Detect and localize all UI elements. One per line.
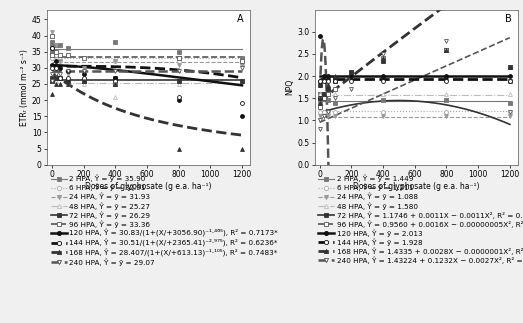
Legend: 2 HPA, Ŷ = ȳ = 35.90, 6 HPA, Ŷ = ȳ = 32.91, 24 HPA, Ŷ = ȳ = 31.93, 48 HPA, Ŷ = ȳ: 2 HPA, Ŷ = ȳ = 35.90, 6 HPA, Ŷ = ȳ = 32.…: [51, 175, 278, 266]
Y-axis label: NPQ: NPQ: [286, 79, 294, 95]
Text: A: A: [237, 14, 244, 24]
X-axis label: Doses of glyphosate (g e.a. ha⁻¹): Doses of glyphosate (g e.a. ha⁻¹): [353, 182, 480, 191]
Legend: 2 HPA, Ŷ = ȳ = 1.449, 6 HPA, Ŷ = ȳ = 1.211, 24 HPA, Ŷ = ȳ = 1.088, 48 HPA, Ŷ = ȳ: 2 HPA, Ŷ = ȳ = 1.449, 6 HPA, Ŷ = ȳ = 1.2…: [319, 175, 523, 264]
X-axis label: Doses of glyphosate (g e.a. ha⁻¹): Doses of glyphosate (g e.a. ha⁻¹): [85, 182, 212, 191]
Text: B: B: [505, 14, 511, 24]
Y-axis label: ETRᵣ (mmol m⁻² s⁻¹): ETRᵣ (mmol m⁻² s⁻¹): [20, 49, 29, 126]
